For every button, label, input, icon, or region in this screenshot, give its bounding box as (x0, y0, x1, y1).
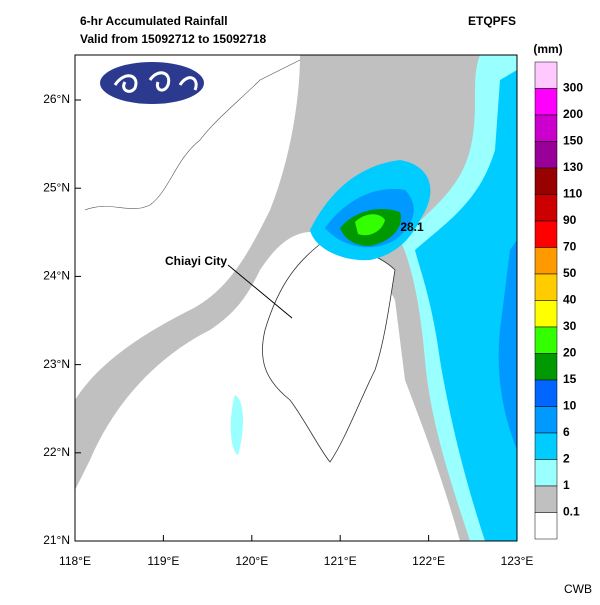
lat-label: 21°N (43, 533, 70, 547)
legend-label: 130 (563, 160, 583, 174)
lon-label: 119°E (147, 554, 179, 568)
legend-swatch (534, 273, 558, 301)
max-label: 28.1 (400, 220, 424, 234)
legend-swatch (534, 300, 558, 328)
legend-label: 150 (563, 134, 583, 148)
legend-label: 200 (563, 107, 583, 121)
credit: CWB (564, 582, 592, 596)
legend-label: 20 (563, 346, 577, 360)
legend-swatch (534, 326, 558, 354)
legend-swatch (534, 379, 558, 407)
lon-label: 120°E (235, 554, 268, 568)
lon-label: 118°E (59, 554, 91, 568)
legend-label: 110 (563, 187, 583, 201)
lat-label: 22°N (43, 445, 70, 459)
lat-label: 23°N (43, 357, 70, 371)
title: 6-hr Accumulated Rainfall (80, 14, 228, 28)
map-area (75, 55, 517, 541)
legend-swatch (534, 353, 558, 381)
legend-label: 2 (563, 452, 570, 466)
lat-label: 25°N (43, 180, 70, 194)
legend-swatch (534, 114, 558, 142)
legend-swatch (534, 88, 558, 116)
legend-swatch (534, 485, 558, 513)
legend-swatch (534, 61, 558, 89)
lon-label: 123°E (501, 554, 534, 568)
lat-label: 26°N (43, 92, 70, 106)
legend-label: 15 (563, 372, 577, 386)
legend-label: 90 (563, 213, 577, 227)
lat-label: 24°N (43, 269, 70, 283)
legend-swatch (534, 432, 558, 460)
map-frame (74, 54, 518, 542)
product: ETQPFS (468, 14, 516, 28)
lon-label: 121°E (324, 554, 357, 568)
legend-swatch (534, 459, 558, 487)
legend-swatch (534, 406, 558, 434)
legend-label: 6 (563, 425, 570, 439)
legend-swatch (534, 141, 558, 169)
legend-label: 300 (563, 81, 583, 95)
subtitle: Valid from 15092712 to 15092718 (80, 32, 266, 46)
lon-label: 122°E (412, 554, 445, 568)
legend-label: 50 (563, 266, 577, 280)
legend-label: 1 (563, 478, 570, 492)
legend-label: 10 (563, 399, 577, 413)
legend-label: 40 (563, 293, 577, 307)
legend-swatch (534, 194, 558, 222)
legend-label: 70 (563, 240, 577, 254)
city-label: Chiayi City (165, 254, 227, 268)
legend-swatch (534, 247, 558, 275)
legend-swatch (534, 512, 558, 540)
unit: (mm) (533, 42, 562, 56)
legend-label: 0.1 (563, 505, 580, 519)
legend-swatch (534, 167, 558, 195)
legend-swatch (534, 220, 558, 248)
legend-label: 30 (563, 319, 577, 333)
